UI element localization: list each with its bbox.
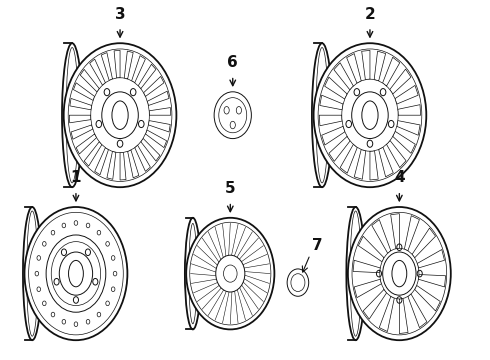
Ellipse shape: [102, 92, 138, 139]
Ellipse shape: [383, 252, 416, 295]
Text: 3: 3: [115, 6, 125, 22]
Ellipse shape: [348, 207, 451, 340]
Ellipse shape: [214, 92, 251, 139]
Ellipse shape: [216, 255, 245, 292]
Ellipse shape: [186, 218, 274, 329]
Ellipse shape: [64, 43, 176, 187]
Ellipse shape: [91, 78, 149, 153]
Ellipse shape: [24, 207, 127, 340]
Ellipse shape: [46, 235, 106, 312]
Text: 1: 1: [71, 170, 81, 185]
Text: 2: 2: [365, 6, 375, 22]
Ellipse shape: [352, 92, 388, 139]
Ellipse shape: [287, 269, 309, 296]
Ellipse shape: [380, 248, 419, 299]
Text: 6: 6: [227, 55, 238, 70]
Ellipse shape: [314, 43, 426, 187]
Text: 4: 4: [394, 170, 405, 185]
Text: 7: 7: [312, 238, 322, 253]
Ellipse shape: [342, 79, 398, 151]
Text: 5: 5: [225, 181, 236, 196]
Ellipse shape: [59, 252, 93, 295]
